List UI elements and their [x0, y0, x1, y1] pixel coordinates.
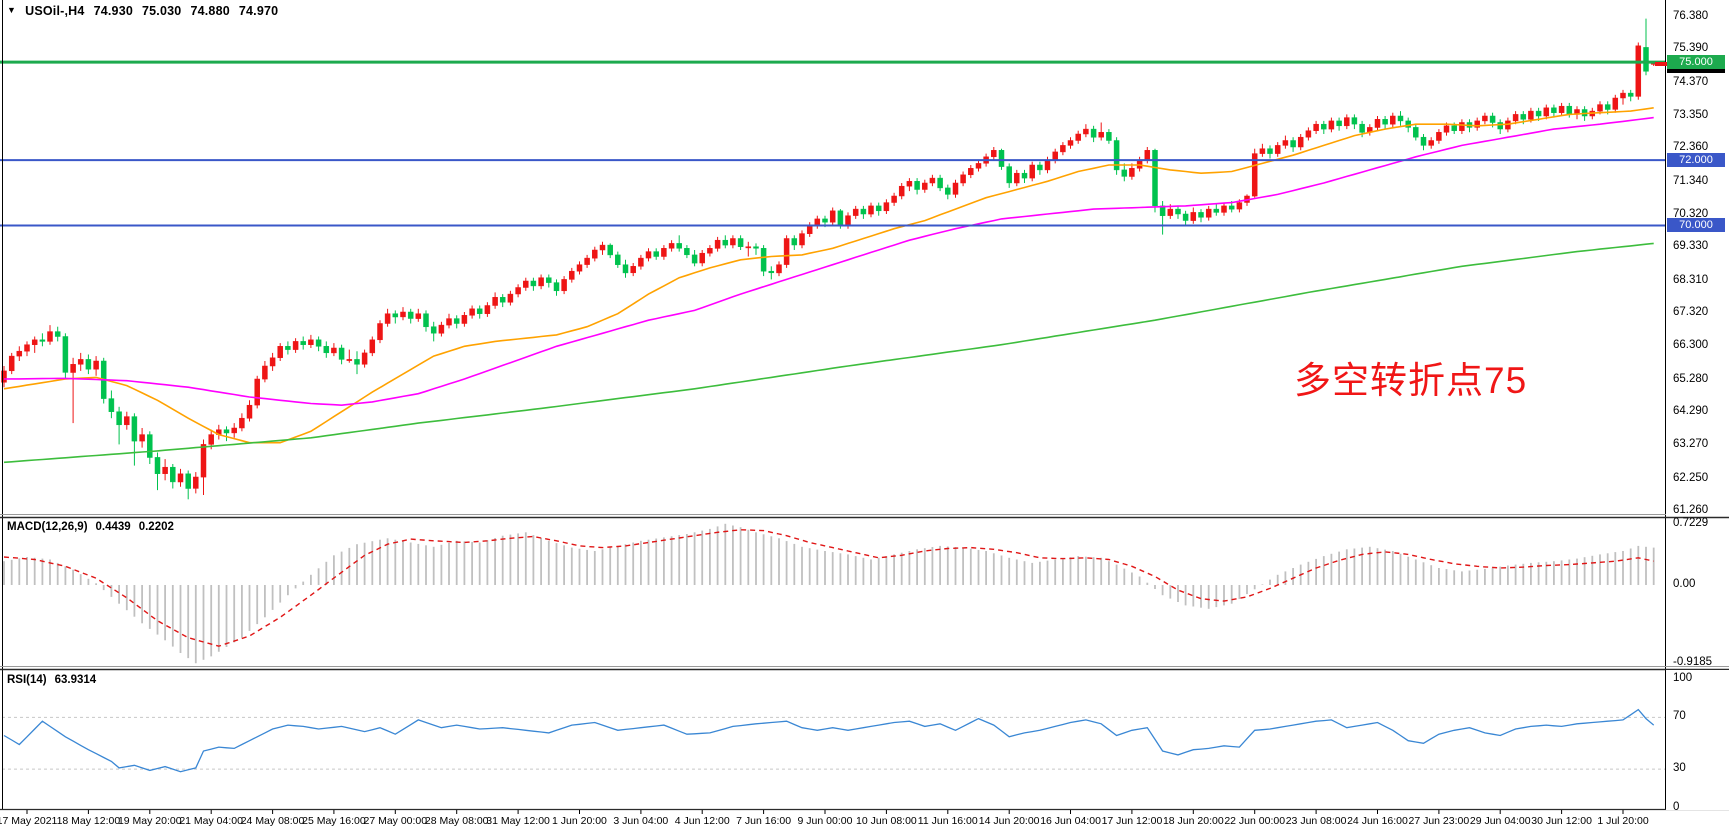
symbol-timeframe-label: USOil-,H4 — [25, 4, 85, 18]
bar-low-value: 74.880 — [190, 4, 230, 18]
price-level-badge: 75.000 — [1667, 55, 1725, 70]
rsi-axis[interactable]: 100 70 30 0 — [1666, 670, 1729, 813]
time-tick-label: 19 May 20:00 — [117, 815, 182, 827]
time-tick-label: 27 Jun 23:00 — [1408, 815, 1470, 827]
time-tick-label: 3 Jun 04:00 — [613, 815, 669, 827]
price-tick-label: 75.390 — [1673, 42, 1709, 55]
macd-signal-value: 0.2202 — [138, 521, 174, 533]
current-price-strip — [1667, 69, 1725, 74]
time-axis[interactable]: 17 May 2021 18 May 12:00 19 May 20:00 21 Ma… — [0, 812, 1729, 836]
time-tick-label: 24 May 08:00 — [240, 815, 305, 827]
time-tick-label: 4 Jun 12:00 — [674, 815, 730, 827]
rsi-tick-label: 0 — [1673, 801, 1680, 813]
time-tick-label: 28 May 08:00 — [424, 815, 489, 827]
price-tick-label: 61.260 — [1673, 504, 1709, 517]
rsi-tick-label: 100 — [1673, 671, 1693, 684]
price-tick-label: 73.350 — [1673, 108, 1709, 121]
time-tick-label: 24 Jun 16:00 — [1347, 815, 1408, 827]
price-tick-label: 76.380 — [1673, 10, 1709, 22]
price-tick-label: 67.320 — [1673, 306, 1709, 319]
triangle-down-icon[interactable]: ▼ — [7, 5, 17, 15]
price-tick-label: 64.290 — [1673, 405, 1709, 418]
current-price-marker — [1655, 62, 1667, 67]
macd-tick-label: 0.00 — [1673, 578, 1696, 590]
rsi-value: 63.9314 — [54, 674, 97, 686]
price-tick-label: 74.370 — [1673, 75, 1709, 88]
rsi-line — [3, 708, 1655, 773]
price-tick-label: 66.300 — [1673, 339, 1709, 352]
macd-name: MACD(12,26,9) — [7, 521, 88, 533]
time-tick-label: 29 Jun 04:00 — [1469, 815, 1531, 827]
time-tick-label: 31 May 12:00 — [486, 815, 550, 827]
price-tick-label: 71.340 — [1673, 174, 1709, 187]
rsi-name: RSI(14) — [7, 674, 47, 686]
time-tick-label: 10 Jun 08:00 — [856, 815, 917, 827]
time-tick-label: 1 Jul 20:00 — [1597, 815, 1649, 827]
price-axis[interactable]: 76.380 75.390 74.370 73.350 72.360 71.340 70.3… — [1666, 0, 1729, 517]
price-tick-label: 68.310 — [1673, 273, 1709, 286]
price-tick-label: 72.360 — [1673, 141, 1709, 154]
ma-fast-orange — [3, 107, 1654, 444]
macd-histogram — [3, 523, 1655, 664]
rsi-tick-label: 30 — [1673, 762, 1686, 775]
ma-slow-green — [3, 242, 1654, 464]
time-tick-label: 17 May 2021 — [0, 815, 58, 827]
annotation-text[interactable]: 多空转折点75 — [1294, 360, 1528, 401]
macd-axis[interactable]: 0.7229 0.00 -0.9185 — [1666, 516, 1729, 669]
price-tick-label: 63.270 — [1673, 438, 1709, 451]
price-level-badge: 72.000 — [1667, 153, 1725, 168]
time-tick-label: 9 Jun 00:00 — [797, 815, 853, 827]
price-tick-label: 69.330 — [1673, 240, 1709, 253]
bar-high-value: 75.030 — [142, 4, 182, 18]
macd-tick-label: 0.7229 — [1673, 516, 1709, 529]
panel-borders — [0, 0, 1729, 811]
price-tick-label: 62.250 — [1673, 471, 1709, 484]
candles-layer — [1, 18, 1657, 500]
time-tick-label: 14 Jun 20:00 — [978, 815, 1040, 827]
rsi-level-lines — [2, 716, 1665, 770]
time-tick-label: 27 May 00:00 — [363, 815, 428, 827]
time-tick-label: 21 May 04:00 — [179, 815, 243, 827]
macd-indicator-label: MACD(12,26,9) 0.4439 0.2202 — [7, 521, 174, 533]
bar-open-value: 74.930 — [93, 4, 133, 18]
price-tick-label: 65.280 — [1673, 372, 1709, 385]
time-tick-label: 25 May 16:00 — [302, 815, 366, 827]
price-tick-label: 70.320 — [1673, 207, 1709, 220]
rsi-tick-label: 70 — [1673, 710, 1686, 723]
chart-header: ▼ USOil-,H4 74.930 75.030 74.880 74.970 — [7, 4, 278, 18]
price-level-badge: 70.000 — [1667, 218, 1725, 233]
time-tick-label: 7 Jun 16:00 — [736, 815, 792, 827]
time-tick-label: 23 Jun 08:00 — [1285, 815, 1347, 827]
time-tick-label: 16 Jun 04:00 — [1040, 815, 1101, 827]
bar-close-value: 74.970 — [238, 4, 279, 18]
time-tick-label: 30 Jun 12:00 — [1531, 815, 1592, 827]
time-tick-label: 22 Jun 00:00 — [1224, 815, 1286, 827]
macd-tick-label: -0.9185 — [1673, 656, 1713, 669]
macd-main-value: 0.4439 — [95, 521, 131, 533]
rsi-indicator-label: RSI(14) 63.9314 — [7, 674, 96, 686]
axis-tick-marks — [26, 16, 1669, 814]
time-tick-label: 1 Jun 20:00 — [552, 815, 607, 827]
time-tick-label: 17 Jun 12:00 — [1101, 815, 1163, 827]
time-tick-label: 18 May 12:00 — [56, 815, 121, 827]
time-tick-label: 18 Jun 20:00 — [1162, 815, 1224, 827]
ma-mid-magenta — [3, 116, 1654, 407]
macd-signal-line — [3, 529, 1654, 647]
time-tick-label: 11 Jun 16:00 — [917, 815, 978, 827]
